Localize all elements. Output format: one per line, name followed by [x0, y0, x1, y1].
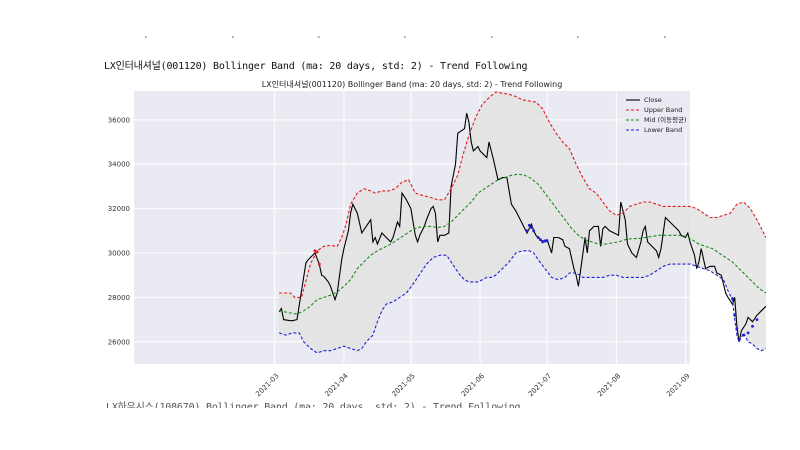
- buy-signal-point: [755, 318, 759, 322]
- top-tick-mark: ˅: [663, 36, 667, 44]
- y-tick-label: 36000: [108, 116, 130, 124]
- buy-signal-point: [746, 331, 750, 335]
- buy-signal-point: [733, 313, 737, 317]
- sell-signal-point: [313, 249, 317, 253]
- x-tick-label: 2021-05: [391, 372, 417, 398]
- y-tick-label: 34000: [108, 161, 130, 169]
- chart-title: LX인터내셔널(001120) Bollinger Band (ma: 20 d…: [262, 79, 563, 89]
- sell-signal-point: [315, 250, 319, 254]
- legend-label: Upper Band: [644, 106, 682, 114]
- top-tick-mark: ˅: [576, 36, 580, 44]
- top-tick-row: ˅ ˅ ˅ ˅ ˅ ˅ ˅: [0, 36, 800, 48]
- y-tick-label: 32000: [108, 205, 130, 213]
- buy-signal-point: [536, 236, 540, 239]
- band-fill: [279, 92, 766, 353]
- x-tick-label: 2021-06: [460, 372, 487, 399]
- top-tick-mark: ˅: [490, 36, 494, 44]
- x-tick-label: 2021-03: [254, 372, 280, 398]
- page-heading: LX인터내셔널(001120) Bollinger Band (ma: 20 d…: [104, 61, 528, 72]
- top-tick-mark: ˅: [231, 36, 235, 44]
- legend-label: Mid (이동평균): [644, 115, 687, 124]
- y-tick-label: 28000: [108, 294, 130, 302]
- buy-signal-point: [742, 333, 745, 337]
- buy-signal-point: [735, 327, 739, 330]
- buy-signal-point: [530, 226, 533, 229]
- top-tick-mark: ˅: [403, 36, 407, 44]
- top-tick-mark: ˅: [317, 36, 321, 44]
- x-tick-label: 2021-09: [665, 372, 691, 398]
- sell-signal-point: [317, 262, 321, 266]
- buy-signal-point: [543, 239, 547, 243]
- buy-signal-point: [532, 229, 536, 233]
- buy-signal-point: [525, 229, 529, 233]
- next-chart-heading: LX하우시스(108670) Bollinger Band (ma: 20 da…: [106, 402, 521, 408]
- buy-signal-point: [545, 239, 549, 243]
- buy-signal-point: [541, 240, 545, 244]
- x-tick-label: 2021-04: [324, 372, 351, 399]
- upper-band-line: [279, 91, 767, 298]
- legend-label: Close: [644, 96, 662, 104]
- buy-signal-point: [751, 324, 754, 328]
- buy-signal-point: [538, 238, 542, 242]
- y-tick-label: 26000: [108, 338, 130, 346]
- y-tick-label: 30000: [108, 250, 130, 258]
- legend-box: [622, 92, 688, 134]
- buy-signal-point: [527, 223, 531, 227]
- buy-signal-point: [731, 297, 734, 300]
- buy-signal-point: [737, 338, 741, 341]
- mid-band-line: [278, 173, 767, 315]
- top-tick-mark: ˅: [144, 36, 148, 44]
- x-tick-label: 2021-08: [596, 372, 622, 398]
- legend-label: Lower Band: [644, 126, 682, 134]
- x-tick-label: 2021-07: [527, 372, 553, 398]
- lower-band-line: [278, 250, 767, 354]
